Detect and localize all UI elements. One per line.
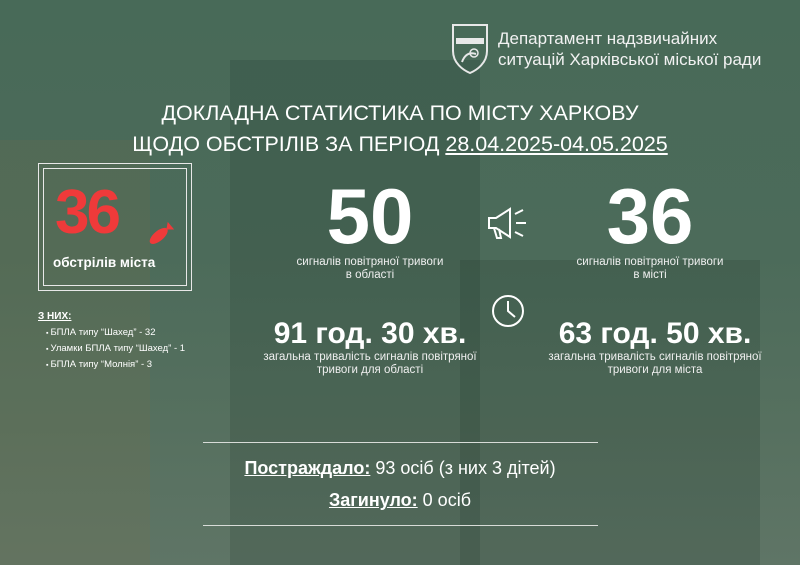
shelling-label: обстрілів міста	[53, 255, 156, 270]
alerts-region-label2: в області	[345, 269, 395, 281]
department-name: Департамент надзвичайних ситуацій Харків…	[498, 28, 761, 70]
alerts-city-count: 36	[606, 172, 694, 260]
shelling-count: 36	[55, 178, 121, 247]
period: 28.04.2025-04.05.2025	[445, 132, 668, 156]
duration-city-label2: тривоги для міста	[607, 364, 703, 376]
clock-icon	[492, 295, 524, 327]
duration-region-label2: тривоги для області	[316, 364, 424, 376]
divider-top	[203, 442, 598, 443]
alerts-city: 36 сигналів повітряної тривоги в місті	[550, 176, 750, 282]
duration-city: 63 год. 50 хв. загальна тривалість сигна…	[515, 317, 795, 377]
alerts-region-label: сигналів повітряної тривоги	[296, 256, 444, 268]
killed-label: Загинуло:	[328, 490, 418, 510]
shelling-breakdown: БПЛА типу “Шахед” - 32 Уламки БПЛА типу …	[46, 325, 185, 373]
title-line1: ДОКЛАДНА СТАТИСТИКА ПО МІСТУ ХАРКОВУ	[161, 101, 639, 125]
background-building-right	[460, 260, 760, 565]
killed-value: 0 осіб	[417, 490, 472, 510]
injured: Постраждало: 93 осіб (з них 3 дітей)	[0, 458, 800, 479]
background-building	[230, 60, 480, 565]
shelling-frame-inner	[43, 168, 187, 286]
bomb-icon	[149, 221, 175, 244]
list-item: Уламки БПЛА типу “Шахед” - 1	[46, 341, 185, 357]
title-line2: ЩОДО ОБСТРІЛІВ ЗА ПЕРІОД 28.04.2025-04.0…	[0, 129, 800, 160]
alerts-region-count: 50	[326, 172, 414, 260]
megaphone-icon	[488, 207, 526, 239]
duration-region-label: загальна тривалість сигналів повітряної	[263, 351, 477, 363]
injured-value: 93 осіб (з них 3 дітей)	[370, 458, 556, 478]
duration-region: 91 год. 30 хв. загальна тривалість сигна…	[230, 317, 510, 377]
shelling-frame-outer	[38, 163, 192, 291]
duration-region-value: 91 год. 30 хв.	[273, 317, 467, 350]
page-title: ДОКЛАДНА СТАТИСТИКА ПО МІСТУ ХАРКОВУ ЩОД…	[0, 98, 800, 160]
department-logo	[452, 24, 488, 74]
org-line1: Департамент надзвичайних	[498, 29, 718, 48]
org-line2: ситуацій Харківської міської ради	[498, 50, 762, 69]
list-item: БПЛА типу “Молнія” - 3	[46, 357, 185, 373]
duration-city-value: 63 год. 50 хв.	[558, 317, 752, 350]
of-them-heading: З НИХ:	[38, 311, 72, 322]
killed: Загинуло: 0 осіб	[0, 490, 800, 511]
list-item: БПЛА типу “Шахед” - 32	[46, 325, 185, 341]
title-prefix: ЩОДО ОБСТРІЛІВ ЗА ПЕРІОД	[132, 132, 446, 156]
alerts-city-label2: в місті	[633, 269, 667, 281]
divider-bottom	[203, 525, 598, 526]
alerts-city-label: сигналів повітряної тривоги	[576, 256, 724, 268]
alerts-region: 50 сигналів повітряної тривоги в області	[270, 176, 470, 282]
duration-city-label: загальна тривалість сигналів повітряної	[548, 351, 762, 363]
injured-label: Постраждало:	[244, 458, 371, 478]
